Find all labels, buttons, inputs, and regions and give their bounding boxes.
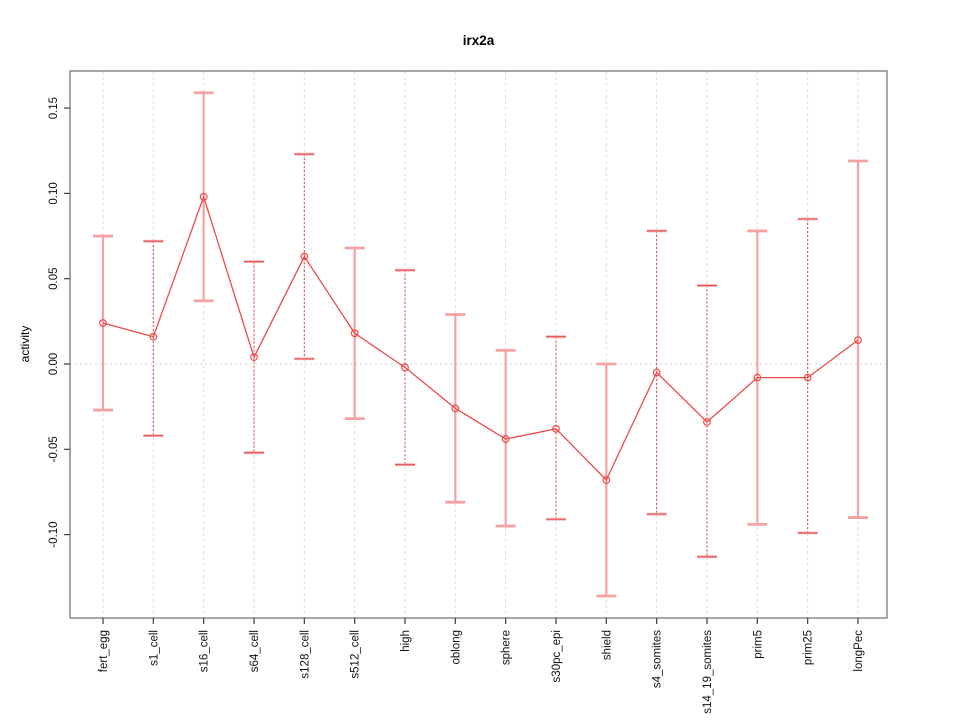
plot-frame (69, 70, 888, 619)
y-tick-label: 0.10 (48, 182, 60, 204)
x-tick-label: sphere (501, 630, 513, 665)
data-point (753, 373, 762, 382)
data-point (602, 476, 611, 484)
data-point (149, 332, 158, 341)
y-tick-label: -0.10 (48, 521, 60, 547)
x-tick-label: prim25 (803, 630, 815, 665)
x-tick-label: s16_cell (199, 630, 211, 672)
series-line (102, 194, 859, 482)
data-point (803, 373, 812, 382)
data-point (652, 368, 661, 377)
x-tick-label: s64_cell (249, 630, 261, 672)
data-point (552, 424, 560, 433)
y-axis-label: activity (18, 325, 32, 363)
x-tick-label: s4_somites (652, 630, 664, 688)
x-tick-label: oblong (450, 630, 462, 665)
data-point (300, 252, 309, 261)
x-tick-label: s30pc_epi (551, 630, 563, 682)
x-tick-label: high (400, 630, 412, 652)
data-point (501, 435, 510, 443)
data-point (199, 192, 208, 201)
y-tick-label: 0.00 (48, 353, 60, 375)
data-point (703, 418, 711, 426)
x-tick-label: fert_egg (98, 630, 110, 672)
y-tick-label: 0.05 (48, 268, 60, 290)
x-tick-label: prim5 (752, 630, 764, 659)
data-point (401, 363, 409, 372)
y-tick-label: -0.05 (48, 436, 60, 462)
data-point (350, 329, 359, 338)
x-tick-label: s14_19_somites (702, 630, 714, 714)
data-point (250, 353, 258, 362)
y-tick-label: 0.15 (48, 97, 60, 119)
x-tick-label: s128_cell (299, 630, 311, 679)
x-tick-label: s512_cell (350, 630, 362, 679)
data-point (854, 336, 862, 345)
x-tick-label: s1_cell (148, 630, 160, 666)
data-point (99, 319, 107, 327)
data-point (451, 404, 460, 413)
x-tick-label: longPec (853, 630, 865, 672)
x-tick-label: shield (601, 630, 613, 660)
chart-title: irx2a (462, 33, 495, 48)
